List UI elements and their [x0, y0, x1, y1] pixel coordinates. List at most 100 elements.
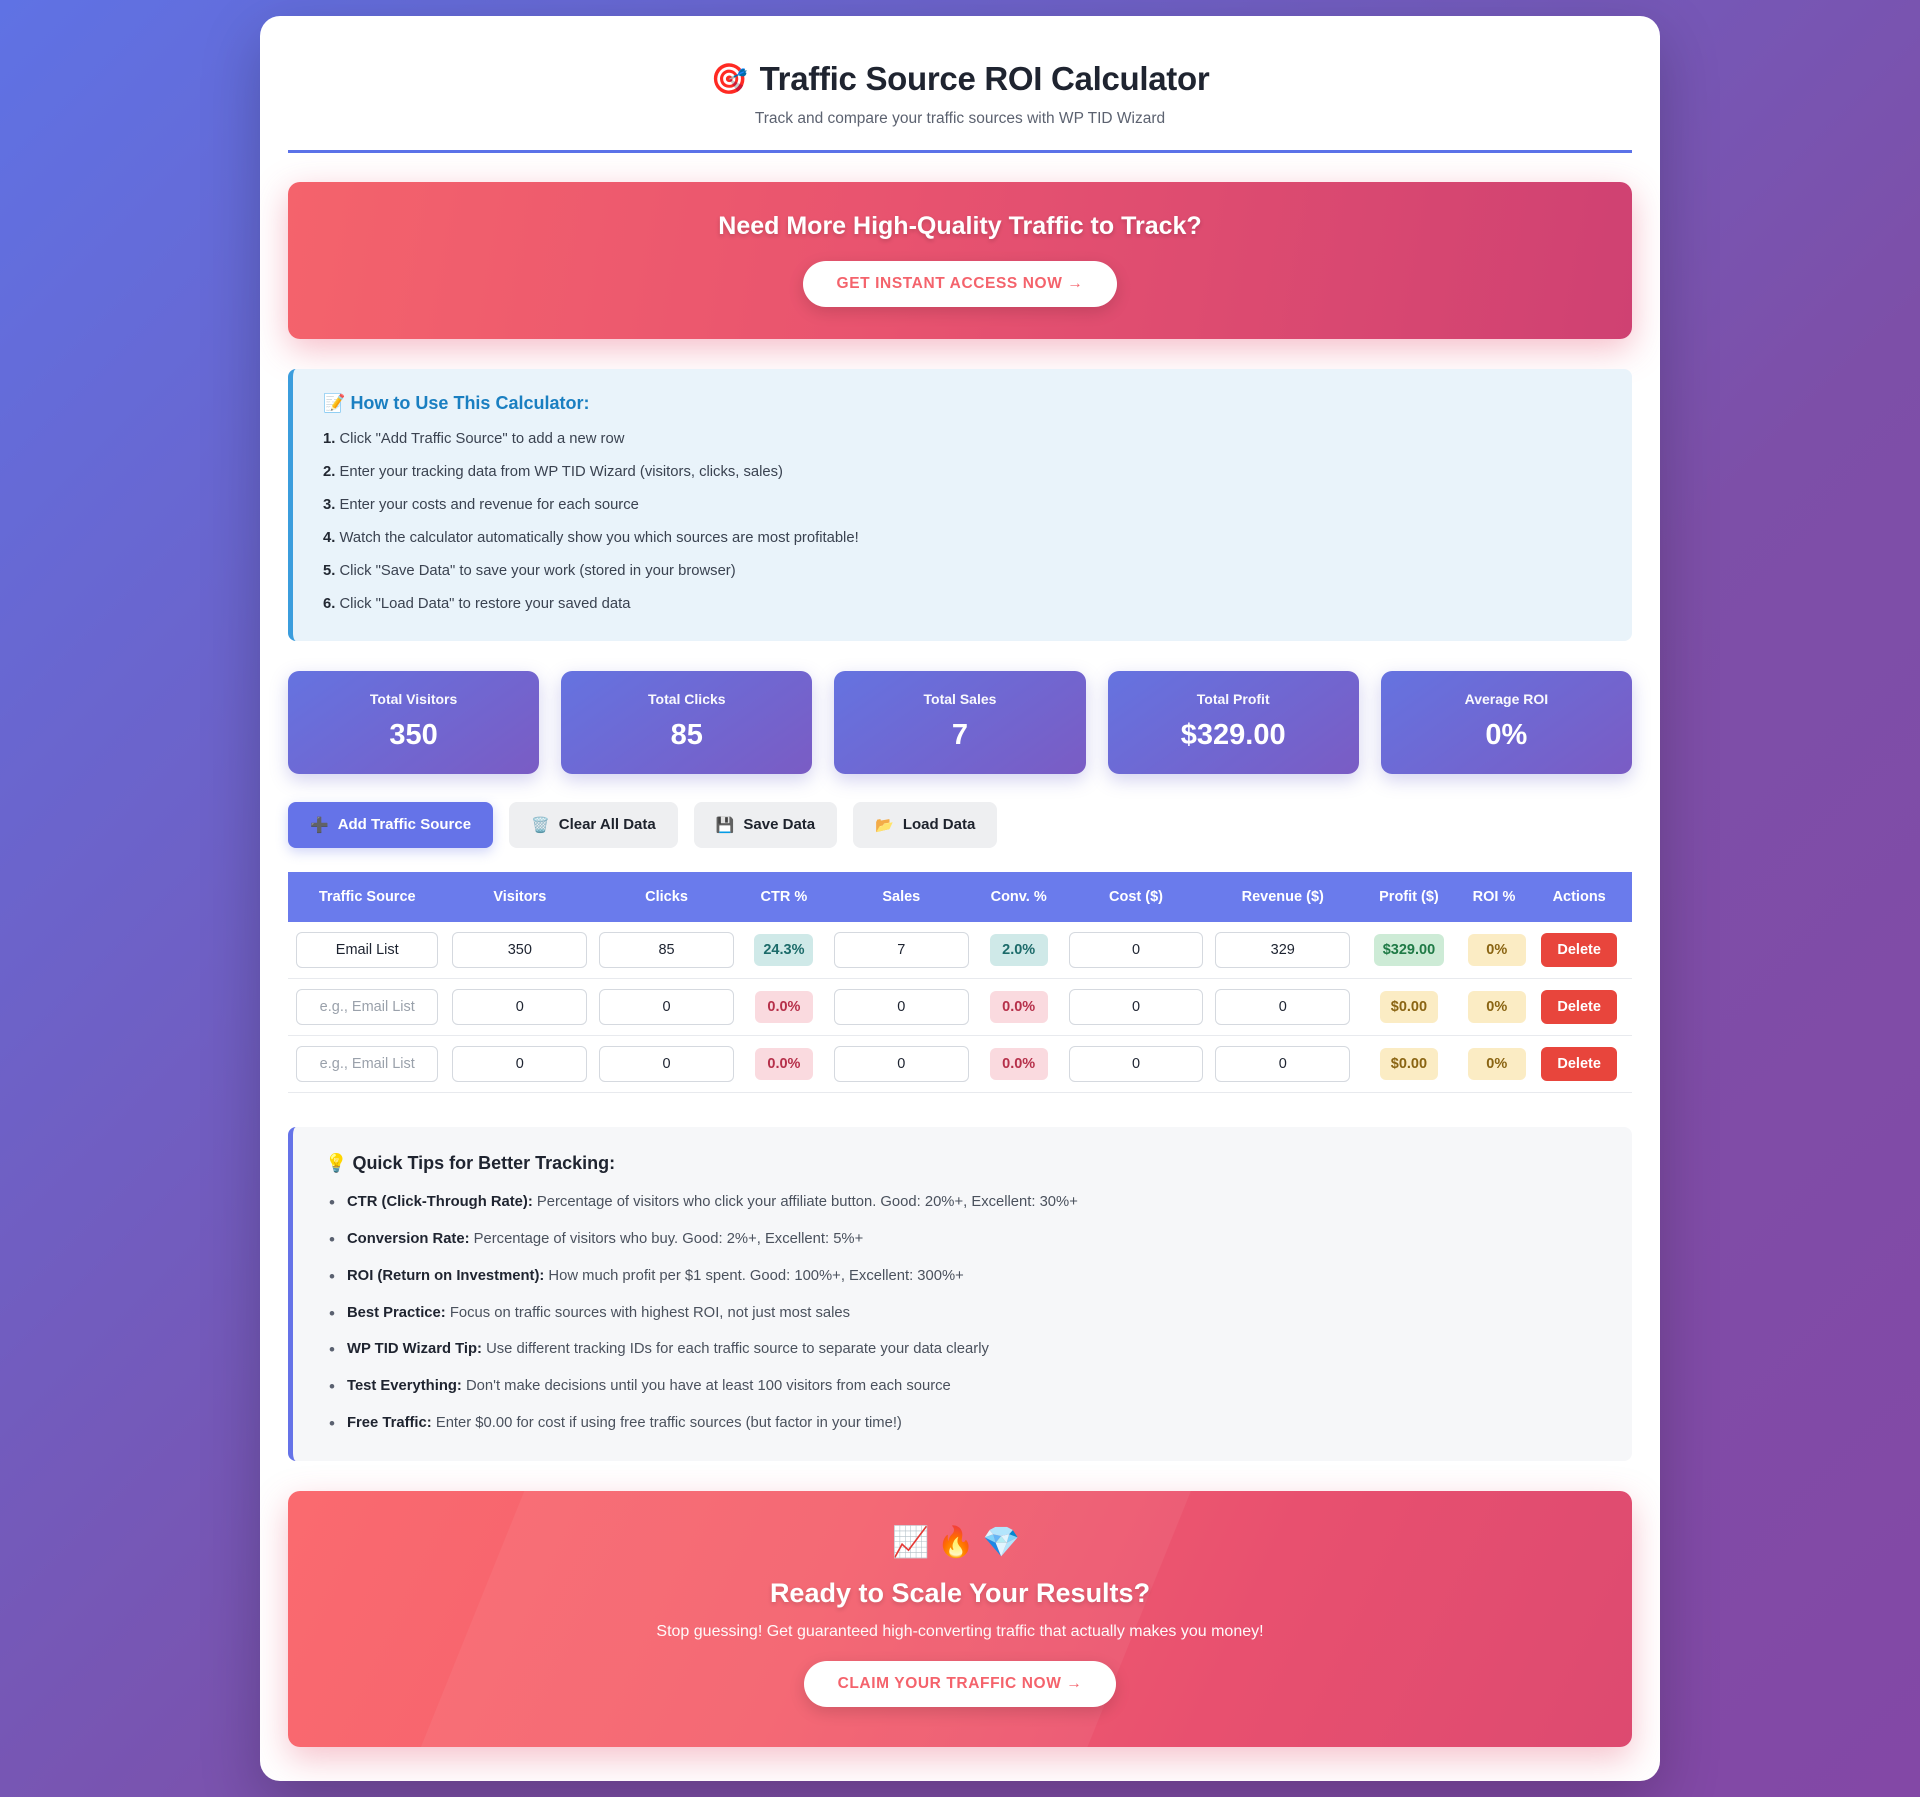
cell-roi: 0% [1461, 978, 1527, 1037]
add-traffic-source-button[interactable]: ➕ Add Traffic Source [288, 801, 494, 848]
cell-profit: $329.00 [1356, 922, 1462, 980]
stat-value: 350 [389, 718, 438, 751]
cell-sales [827, 978, 975, 1037]
cost-input[interactable] [1068, 1046, 1204, 1083]
delete-row-button[interactable]: Delete [1541, 933, 1617, 968]
col-roi: ROI % [1461, 871, 1527, 923]
roi-value: 0% [1467, 934, 1526, 967]
get-instant-access-button[interactable]: GET INSTANT ACCESS NOW → [802, 261, 1118, 307]
cell-actions: Delete [1526, 978, 1632, 1037]
col-revenue: Revenue ($) [1209, 871, 1357, 923]
clicks-input[interactable] [599, 932, 734, 969]
tip-item: Free Traffic: Enter $0.00 for cost if us… [325, 1412, 1600, 1435]
stat-value: 0% [1485, 718, 1528, 751]
cell-clicks [593, 978, 740, 1037]
stat-label: Total Visitors [369, 690, 458, 707]
col-cost: Cost ($) [1062, 871, 1210, 923]
cell-conv: 2.0% [974, 922, 1063, 980]
profit-value: $0.00 [1379, 1048, 1438, 1081]
bottom-cta-banner: 📈🔥💎 Ready to Scale Your Results? Stop gu… [288, 1491, 1632, 1748]
memo-icon: 📝 [323, 393, 346, 413]
table-row: 0.0% 0.0% $0.00 0% Delete [288, 978, 1632, 1037]
clicks-input[interactable] [599, 1046, 734, 1083]
source-input[interactable] [296, 932, 439, 969]
cell-profit: $0.00 [1356, 1035, 1462, 1094]
app-header: 🎯 Traffic Source ROI Calculator Track an… [288, 50, 1632, 153]
table-row: 0.0% 0.0% $0.00 0% Delete [288, 1035, 1632, 1094]
stat-label: Total Profit [1196, 690, 1270, 707]
cell-conv: 0.0% [974, 1035, 1063, 1094]
col-ctr: CTR % [739, 871, 828, 923]
traffic-sources-table: Traffic Source Visitors Clicks CTR % Sal… [288, 871, 1632, 1094]
revenue-input[interactable] [1215, 1046, 1351, 1083]
cell-clicks [593, 1035, 740, 1094]
col-conv: Conv. % [974, 871, 1063, 923]
delete-row-button[interactable]: Delete [1541, 990, 1617, 1025]
source-input[interactable] [296, 1046, 439, 1083]
cell-ctr: 0.0% [739, 978, 828, 1037]
revenue-input[interactable] [1215, 989, 1351, 1026]
save-data-button[interactable]: 💾 Save Data [693, 801, 838, 848]
page-title-text: Traffic Source ROI Calculator [759, 60, 1210, 97]
cell-source [288, 922, 447, 980]
conv-value: 0.0% [989, 991, 1048, 1024]
roi-value: 0% [1467, 1048, 1526, 1081]
visitors-input[interactable] [452, 1046, 588, 1083]
col-clicks: Clicks [593, 871, 740, 923]
how-to-use-title: 📝 How to Use This Calculator: [323, 393, 590, 413]
howto-step: 5. Click "Save Data" to save your work (… [323, 562, 736, 579]
target-icon: 🎯 [710, 62, 748, 96]
cell-visitors [446, 978, 594, 1037]
folder-icon: 📂 [875, 816, 894, 834]
visitors-input[interactable] [452, 989, 588, 1026]
cell-source [288, 978, 447, 1037]
tip-item: Conversion Rate: Percentage of visitors … [325, 1228, 1600, 1251]
stat-label: Average ROI [1464, 690, 1549, 707]
sales-input[interactable] [833, 932, 969, 969]
tip-item: Test Everything: Don't make decisions un… [325, 1375, 1600, 1398]
cell-profit: $0.00 [1356, 978, 1462, 1037]
clear-all-data-button[interactable]: 🗑️ Clear All Data [509, 801, 678, 848]
sales-input[interactable] [833, 1046, 969, 1083]
tip-item: ROI (Return on Investment): How much pro… [325, 1265, 1600, 1288]
stat-value: $329.00 [1180, 718, 1286, 751]
load-data-button[interactable]: 📂 Load Data [853, 801, 998, 848]
clicks-input[interactable] [599, 989, 734, 1026]
source-input[interactable] [296, 989, 439, 1026]
top-cta-heading: Need More High-Quality Traffic to Track? [718, 212, 1202, 240]
stat-card-average-roi: Average ROI 0% [1380, 670, 1632, 774]
quick-tips-title: 💡 Quick Tips for Better Tracking: [325, 1153, 616, 1174]
howto-step: 3. Enter your costs and revenue for each… [323, 496, 639, 513]
sales-input[interactable] [833, 989, 969, 1026]
claim-traffic-button[interactable]: CLAIM YOUR TRAFFIC NOW → [803, 1661, 1117, 1708]
conv-value: 2.0% [989, 934, 1048, 967]
cta-emoji-row: 📈🔥💎 [891, 1526, 1029, 1560]
summary-stats: Total Visitors 350 Total Clicks 85 Total… [288, 670, 1632, 774]
tip-item: Best Practice: Focus on traffic sources … [325, 1302, 1600, 1325]
cell-sales [827, 922, 975, 980]
wastebasket-icon: 🗑️ [531, 816, 550, 834]
plus-icon: ➕ [310, 816, 329, 834]
bottom-cta-subheading: Stop guessing! Get guaranteed high-conve… [656, 1623, 1264, 1641]
toolbar: ➕ Add Traffic Source 🗑️ Clear All Data 💾… [288, 801, 1632, 848]
howto-step: 1. Click "Add Traffic Source" to add a n… [323, 431, 625, 447]
cost-input[interactable] [1068, 989, 1204, 1026]
stat-label: Total Sales [923, 690, 997, 707]
stat-value: 85 [670, 718, 703, 751]
howto-step: 2. Enter your tracking data from WP TID … [323, 463, 783, 480]
cost-input[interactable] [1068, 932, 1204, 969]
profit-value: $0.00 [1379, 991, 1438, 1024]
col-actions: Actions [1526, 871, 1632, 923]
page-title: 🎯 Traffic Source ROI Calculator [328, 60, 1592, 98]
stat-card-total-visitors: Total Visitors 350 [288, 670, 540, 774]
quick-tips-list: CTR (Click-Through Rate): Percentage of … [325, 1191, 1600, 1435]
cell-cost [1062, 978, 1210, 1037]
page-subtitle: Track and compare your traffic sources w… [754, 110, 1166, 127]
calculator-card: 🎯 Traffic Source ROI Calculator Track an… [260, 16, 1660, 1782]
delete-row-button[interactable]: Delete [1541, 1047, 1617, 1082]
profit-value: $329.00 [1373, 934, 1445, 967]
visitors-input[interactable] [452, 932, 588, 969]
bottom-cta-heading: Ready to Scale Your Results? [769, 1578, 1151, 1609]
stat-value: 7 [951, 718, 969, 751]
revenue-input[interactable] [1215, 932, 1351, 969]
